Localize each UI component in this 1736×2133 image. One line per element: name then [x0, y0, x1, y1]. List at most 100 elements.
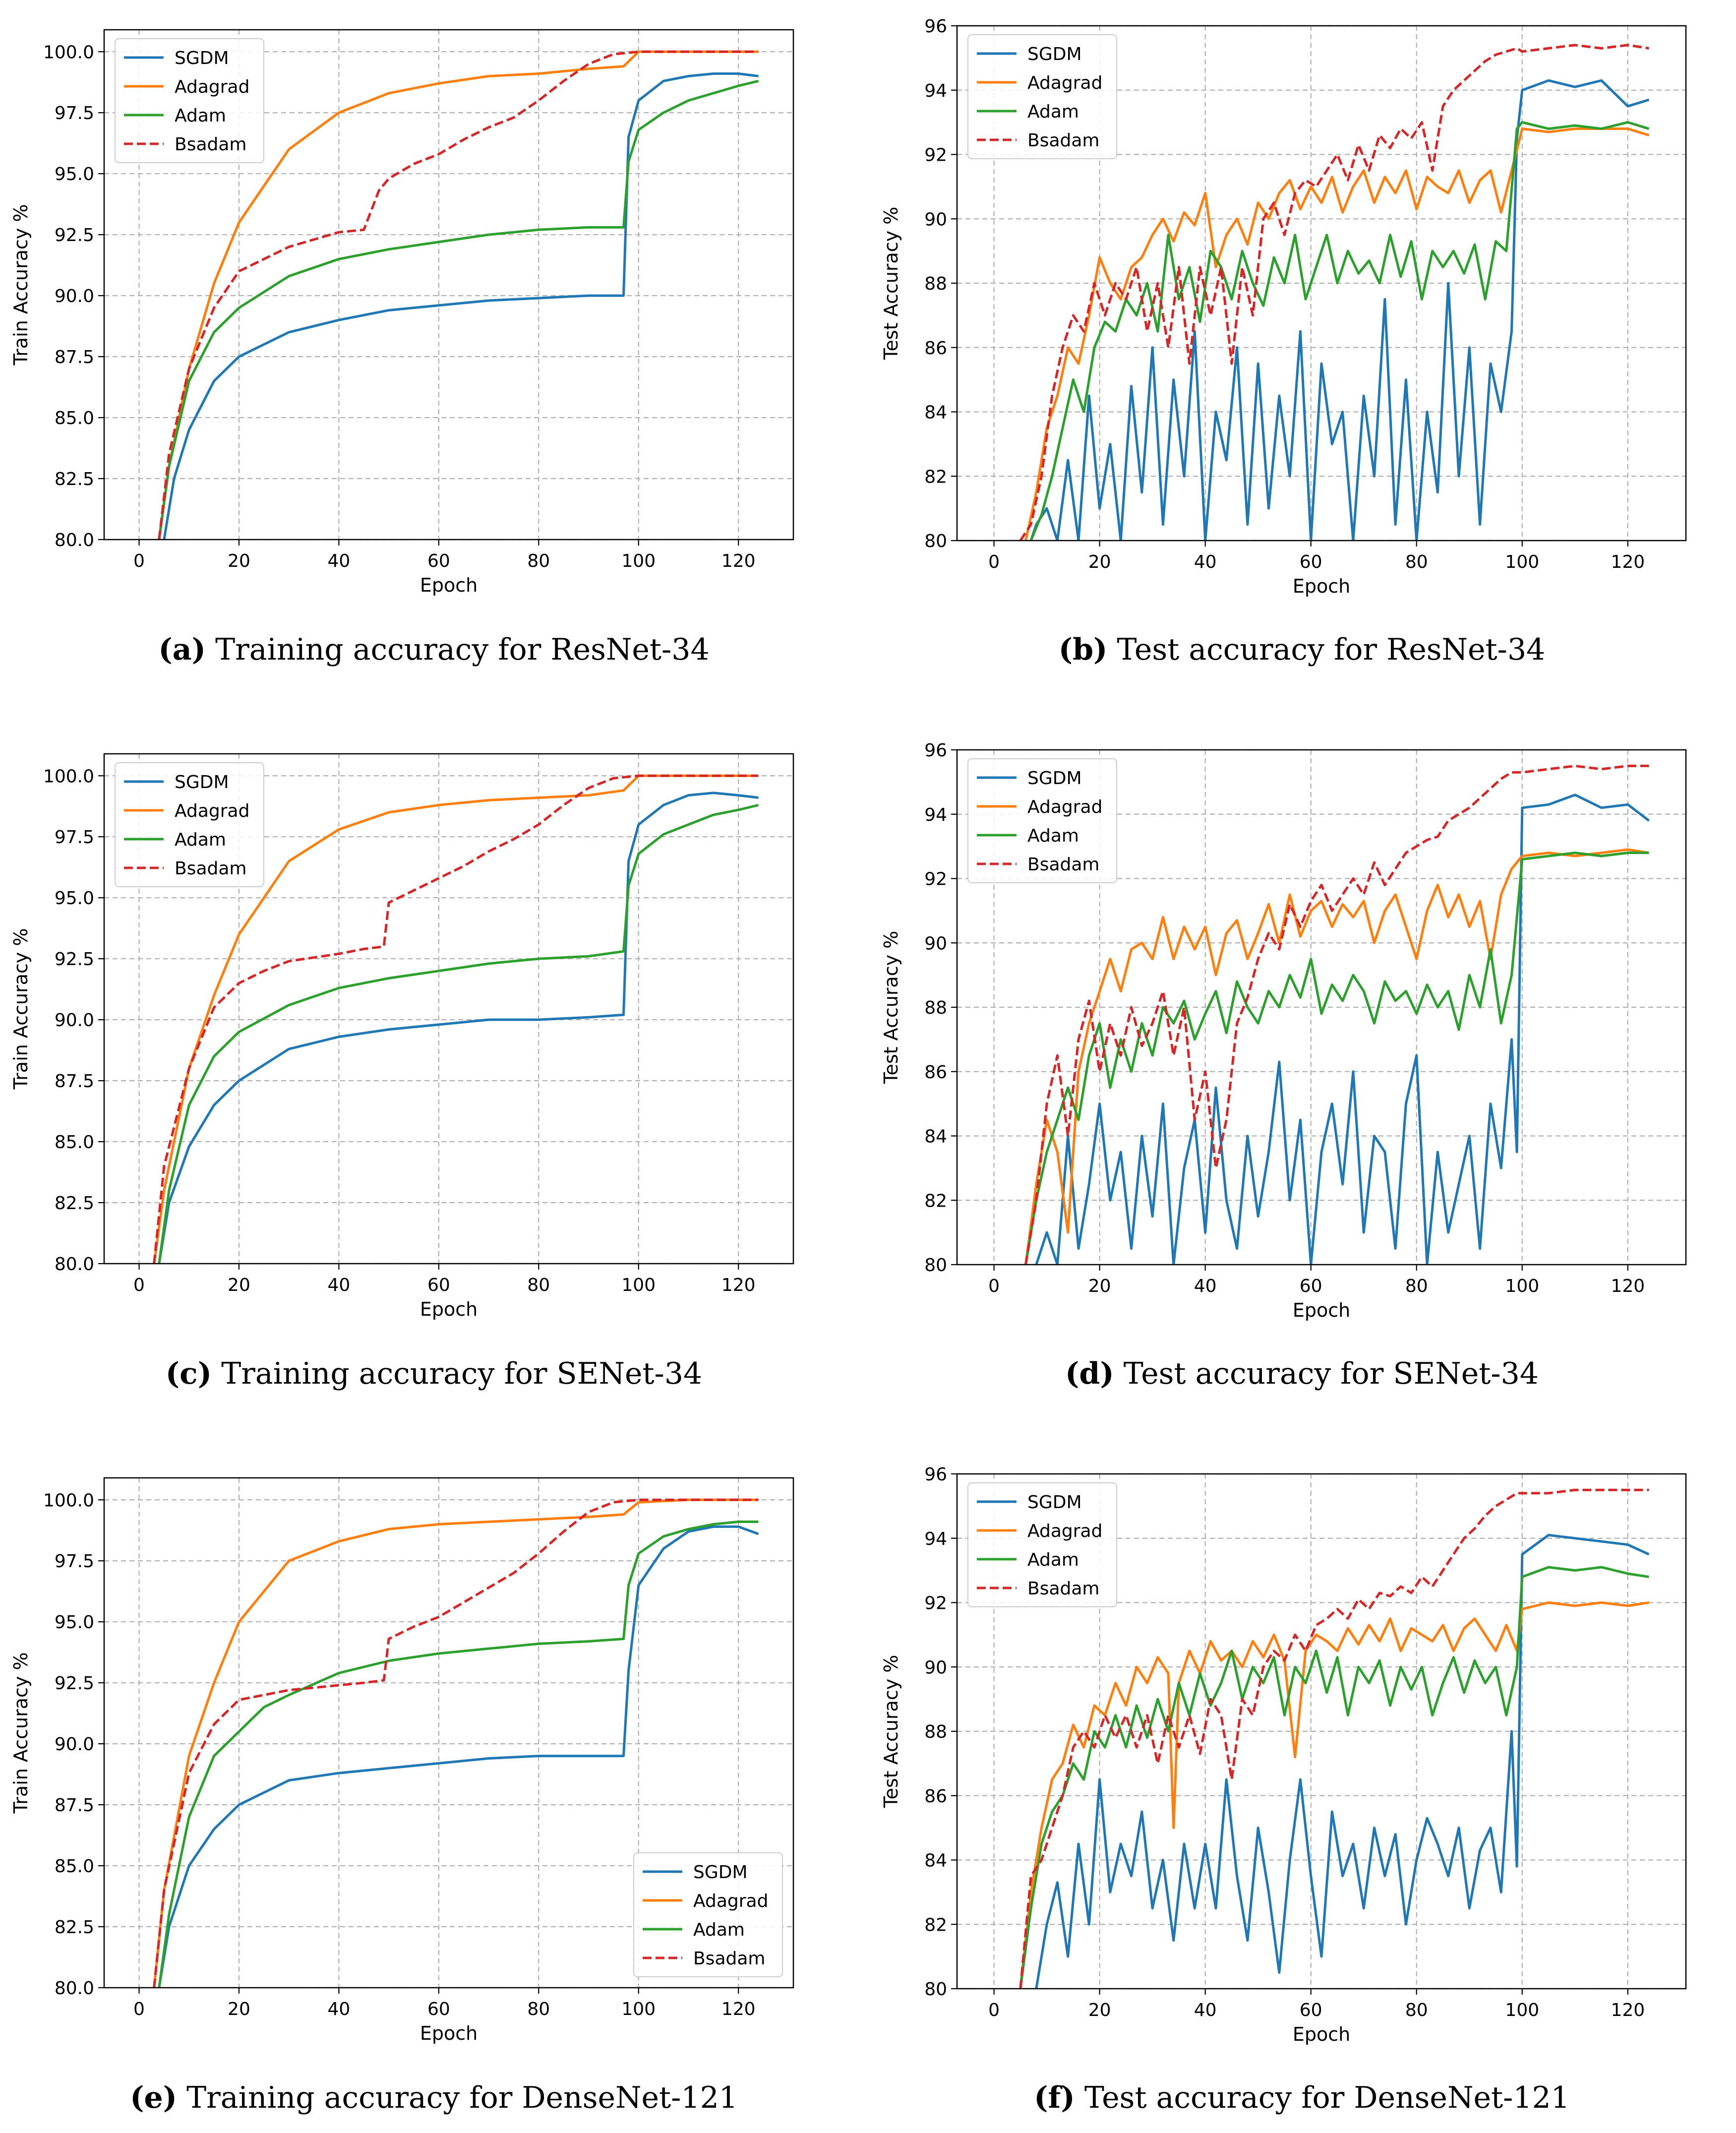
panel-b-legend-label-sgdm: SGDM [1027, 44, 1082, 64]
panel-c-xtick-label: 40 [327, 1275, 350, 1295]
panel-d-xtick-label: 60 [1300, 1276, 1322, 1296]
panel-d-ytick-label: 90 [924, 933, 947, 954]
panel-a-xtick-label: 80 [527, 551, 550, 571]
panel-e-ytick-label: 95.0 [55, 1612, 94, 1633]
panel-e-ytick-label: 92.5 [55, 1673, 94, 1694]
panel-d-legend-label-adagrad: Adagrad [1027, 797, 1102, 817]
panel-c-legend-label-adagrad: Adagrad [175, 801, 249, 821]
panel-b-series-sgdm-line [1029, 79, 1650, 541]
panel-a-legend-label-bsadam: Bsadam [175, 134, 247, 155]
panel-d-legend-label-adam: Adam [1027, 826, 1079, 846]
panel-e-xtick-label: 20 [228, 1999, 250, 2019]
panel-b-x-axis-label: Epoch [1293, 575, 1350, 597]
panel-c-axes-frame [103, 753, 794, 1265]
panel-c-legend-label-sgdm: SGDM [175, 772, 229, 792]
panel-a-ytick-label: 97.5 [55, 103, 94, 123]
panel-b-ytick-label: 86 [924, 338, 947, 359]
panel-d-xtick-label: 20 [1088, 1276, 1111, 1296]
panel-e-x-axis-label: Epoch [420, 2022, 478, 2044]
panel-d-legend-label-bsadam: Bsadam [1027, 854, 1100, 875]
panel-f-ytick-label: 90 [924, 1657, 947, 1678]
panel-a-ytick-label: 92.5 [55, 225, 94, 245]
panel-f-legend: SGDM Adagrad Adam Bsadam [967, 1482, 1117, 1607]
panel-d-series-bsadam-line [1024, 764, 1649, 1265]
panel-e-xtick-label: 120 [721, 1999, 756, 2019]
panel-e-legend: SGDM Adagrad Adam Bsadam [633, 1852, 783, 1977]
panel-f-ytick-label: 86 [924, 1786, 947, 1807]
panel-c-xtick-label: 60 [427, 1275, 450, 1295]
panel-d-xtick-label: 0 [988, 1276, 1000, 1296]
caption-b: (b) Test accuracy for ResNet-34 [868, 632, 1736, 667]
panel-f-xtick-label: 0 [988, 2000, 1000, 2020]
panel-b-series-adam-line [1029, 121, 1650, 541]
panel-c-xtick-label: 20 [228, 1275, 250, 1295]
caption-d-text: Test accuracy for SENet-34 [1123, 1356, 1539, 1391]
panel-f-series-adagrad-line [1019, 1601, 1649, 1989]
panel-a-ytick-label: 95.0 [55, 164, 94, 184]
caption-e-label: (e) [130, 2080, 178, 2115]
panel-a-xtick-label: 40 [327, 551, 350, 571]
panel-b-ytick-label: 80 [924, 531, 947, 551]
caption-c-label: (c) [165, 1356, 212, 1391]
panel-e-ytick-label: 85.0 [55, 1856, 94, 1877]
panel-e-legend-label-bsadam: Bsadam [693, 1949, 766, 1969]
panel-b-xtick-label: 120 [1611, 552, 1645, 572]
panel-a-legend-box [115, 38, 264, 163]
panel-f-ytick-label: 96 [924, 1464, 947, 1485]
panel-d-legend-box [967, 758, 1117, 883]
panel-a-legend-label-adagrad: Adagrad [175, 77, 249, 97]
panel-a-series-group [158, 50, 759, 540]
panel-a-series-adagrad-line [158, 50, 759, 540]
panel-e-xtick-label: 0 [133, 1999, 145, 2019]
caption-d-label: (d) [1065, 1356, 1114, 1391]
panel-d-y-axis-label: Test Accuracy % [880, 931, 902, 1085]
panel-b-series-bsadam-line [1019, 44, 1649, 541]
panel-f-series-group [1019, 1488, 1650, 1989]
panel-a-xtick-label: 100 [621, 551, 656, 571]
caption-d: (d) Test accuracy for SENet-34 [868, 1356, 1736, 1391]
panel-c-legend-label-adam: Adam [175, 830, 226, 850]
panel-e-xtick-label: 60 [427, 1999, 450, 2019]
panel-b-series-adagrad-line [1024, 127, 1650, 541]
panel-a-series-bsadam-line [158, 50, 759, 540]
panel-f-xtick-label: 120 [1611, 2000, 1645, 2020]
panel-b-y-axis-label: Test Accuracy % [880, 207, 902, 361]
caption-e: (e) Training accuracy for DenseNet-121 [0, 2080, 868, 2115]
panel-e-ytick-label: 80.0 [55, 1978, 94, 1999]
chart-panel-b: 0 20 40 60 80 100 120 80 82 84 86 88 90 92 94 96 Epoch Te… [880, 16, 1687, 597]
panel-d-legend-label-sgdm: SGDM [1027, 768, 1082, 789]
panel-b-legend-label-adagrad: Adagrad [1027, 73, 1102, 93]
panel-e-legend-box [633, 1852, 783, 1977]
panel-e-series-group [153, 1498, 759, 1988]
panel-b-ytick-label: 96 [924, 16, 947, 37]
panel-d-xtick-label: 120 [1611, 1276, 1645, 1296]
panel-b-xtick-label: 80 [1405, 552, 1428, 572]
panel-c-xtick-label: 100 [621, 1275, 656, 1295]
panel-d-ytick-label: 88 [924, 998, 947, 1018]
caption-b-label: (b) [1058, 632, 1108, 667]
panel-d-ytick-label: 82 [924, 1191, 947, 1211]
panel-a-axes-frame [103, 29, 794, 541]
panel-d-ytick-label: 96 [924, 740, 947, 761]
panel-a-ytick-label: 100.0 [43, 42, 94, 62]
chart-panel-e: 0 20 40 60 80 100 120 80.0 82.5 85.0 87.5 90.0 92.5 9… [10, 1477, 794, 2044]
panel-f-ytick-label: 92 [924, 1593, 947, 1614]
panel-d-series-adam-line [1024, 852, 1649, 1265]
panel-e-axes-frame [103, 1477, 794, 1989]
panel-c-ytick-label: 97.5 [55, 827, 94, 848]
panel-b-legend: SGDM Adagrad Adam Bsadam [967, 34, 1117, 159]
panel-d-ytick-label: 94 [924, 805, 947, 825]
panel-d-xtick-label: 100 [1505, 1276, 1539, 1296]
panel-b-xtick-label: 40 [1194, 552, 1217, 572]
panel-a-ytick-label: 90.0 [55, 286, 94, 306]
panel-f-ytick-label: 88 [924, 1722, 947, 1742]
panel-c-ytick-label: 82.5 [55, 1193, 94, 1214]
panel-c-y-axis-label: Train Accuracy % [10, 928, 32, 1090]
caption-f-label: (f) [1034, 2080, 1075, 2115]
panel-c-legend: SGDM Adagrad Adam Bsadam [115, 762, 264, 887]
panel-f-legend-label-adam: Adam [1027, 1550, 1079, 1570]
panel-e-ytick-label: 90.0 [55, 1734, 94, 1755]
panel-d-x-axis-label: Epoch [1293, 1299, 1350, 1321]
panel-f-ytick-label: 80 [924, 1979, 947, 2000]
panel-f-legend-label-sgdm: SGDM [1027, 1492, 1082, 1513]
